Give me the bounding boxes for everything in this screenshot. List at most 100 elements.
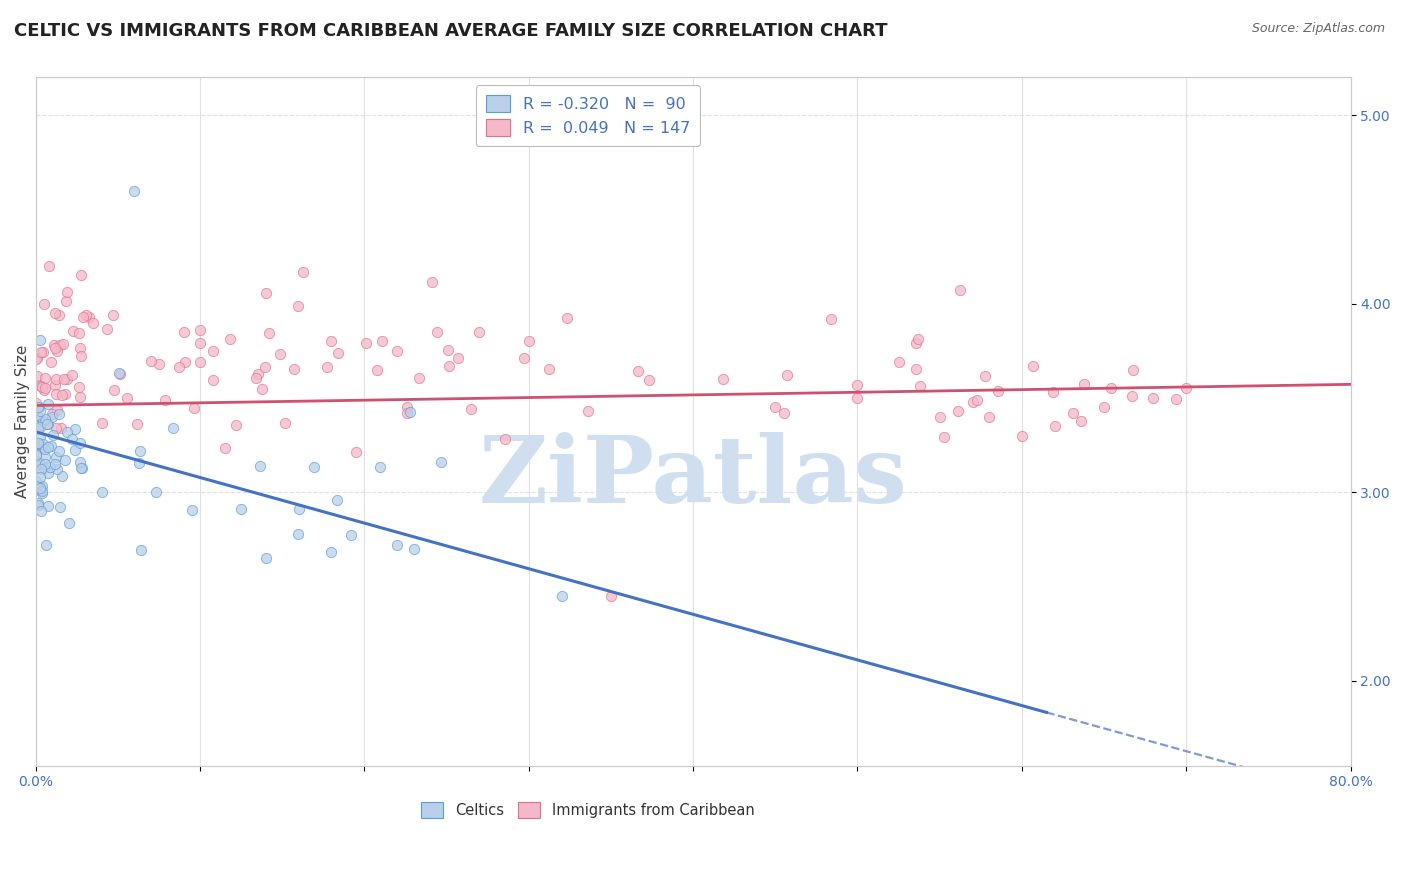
Point	[39, 439, 62, 453]
Point	[31, 479, 53, 493]
Point	[63, 442, 86, 457]
Point	[30, 345, 52, 359]
Point	[162, 421, 184, 435]
Point	[1164, 392, 1187, 406]
Point	[229, 502, 252, 516]
Point	[398, 405, 420, 419]
Point	[34, 371, 56, 385]
Point	[32, 414, 55, 428]
Legend: Celtics, Immigrants from Caribbean: Celtics, Immigrants from Caribbean	[415, 796, 761, 823]
Point	[1062, 406, 1084, 420]
Point	[30, 483, 52, 497]
Point	[27, 419, 49, 434]
Point	[49, 500, 72, 515]
Point	[32, 296, 55, 310]
Point	[315, 359, 337, 374]
Point	[115, 392, 138, 406]
Point	[820, 311, 842, 326]
Point	[46, 462, 69, 476]
Point	[39, 355, 62, 369]
Point	[34, 412, 56, 426]
Point	[27, 417, 49, 431]
Point	[91, 484, 114, 499]
Point	[437, 359, 460, 373]
Point	[218, 332, 240, 346]
Point	[287, 527, 309, 541]
Point	[44, 377, 66, 392]
Point	[49, 421, 72, 435]
Point	[202, 373, 225, 387]
Point	[932, 430, 955, 444]
Point	[257, 326, 280, 340]
Point	[25, 475, 48, 489]
Point	[904, 362, 927, 376]
Text: Source: ZipAtlas.com: Source: ZipAtlas.com	[1251, 22, 1385, 36]
Point	[77, 310, 100, 325]
Point	[537, 362, 560, 376]
Point	[287, 299, 309, 313]
Point	[127, 417, 149, 431]
Point	[62, 324, 84, 338]
Point	[254, 286, 277, 301]
Point	[24, 352, 46, 367]
Point	[908, 378, 931, 392]
Point	[75, 308, 97, 322]
Point	[245, 371, 267, 385]
Point	[846, 378, 869, 392]
Point	[25, 408, 48, 422]
Point	[28, 377, 51, 392]
Point	[408, 371, 430, 385]
Point	[34, 458, 56, 472]
Point	[37, 397, 59, 411]
Point	[38, 259, 60, 273]
Point	[173, 325, 195, 339]
Point	[55, 387, 77, 401]
Point	[70, 268, 93, 282]
Point	[1073, 376, 1095, 391]
Point	[45, 386, 67, 401]
Point	[63, 422, 86, 436]
Point	[145, 485, 167, 500]
Point	[366, 363, 388, 377]
Point	[48, 309, 70, 323]
Point	[25, 458, 48, 472]
Point	[48, 408, 70, 422]
Point	[321, 545, 343, 559]
Point	[292, 265, 315, 279]
Point	[1042, 385, 1064, 400]
Point	[70, 461, 93, 475]
Text: CELTIC VS IMMIGRANTS FROM CARIBBEAN AVERAGE FAMILY SIZE CORRELATION CHART: CELTIC VS IMMIGRANTS FROM CARIBBEAN AVER…	[14, 22, 887, 40]
Point	[188, 355, 211, 369]
Point	[34, 381, 56, 395]
Y-axis label: Average Family Size: Average Family Size	[15, 345, 30, 498]
Point	[904, 336, 927, 351]
Point	[387, 343, 409, 358]
Point	[44, 457, 66, 471]
Point	[27, 422, 49, 436]
Point	[274, 416, 297, 430]
Point	[103, 383, 125, 397]
Point	[250, 382, 273, 396]
Point	[129, 542, 152, 557]
Point	[1122, 363, 1144, 377]
Point	[69, 349, 91, 363]
Point	[846, 391, 869, 405]
Point	[494, 432, 516, 446]
Point	[37, 466, 59, 480]
Point	[32, 461, 55, 475]
Point	[69, 390, 91, 404]
Point	[55, 285, 77, 299]
Point	[55, 294, 77, 309]
Point	[269, 347, 291, 361]
Point	[1092, 401, 1115, 415]
Point	[512, 351, 534, 365]
Point	[51, 388, 73, 402]
Point	[25, 448, 48, 462]
Point	[37, 417, 59, 431]
Point	[772, 406, 794, 420]
Point	[32, 383, 55, 397]
Point	[27, 498, 49, 512]
Point	[48, 444, 70, 458]
Point	[1011, 428, 1033, 442]
Point	[202, 344, 225, 359]
